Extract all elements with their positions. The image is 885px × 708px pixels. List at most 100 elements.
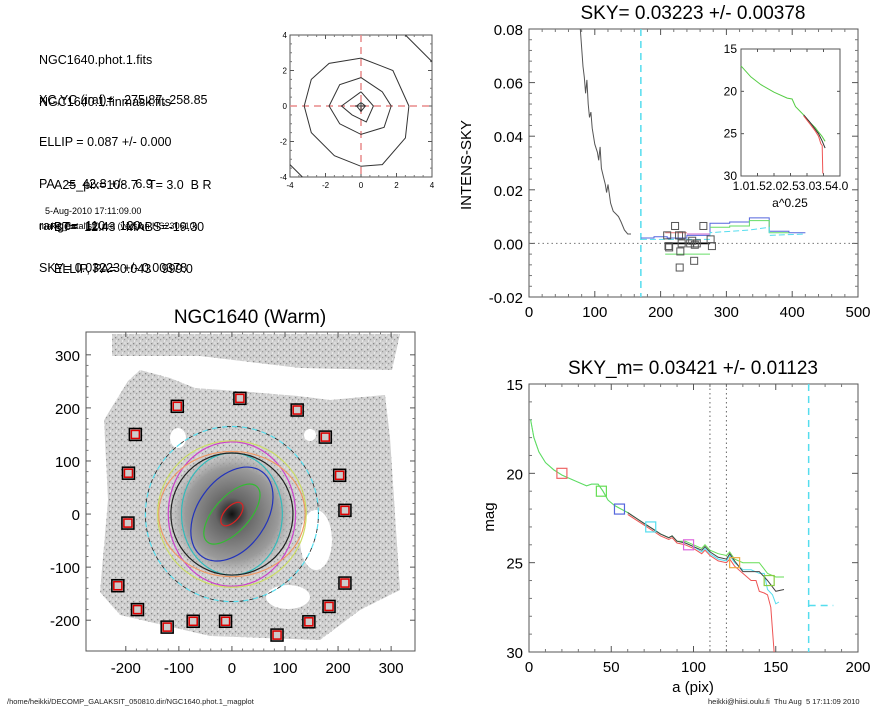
galaxy-ytick-label: 0 [72,507,80,524]
contour-line [405,34,433,62]
isophote-black [170,452,294,576]
sky-box-inner [272,630,282,640]
galaxy-image-title: NGC1640 (Warm) [174,307,326,328]
isophote-green [203,483,261,545]
sky-sample-square [663,231,672,240]
galaxy-image-plot: NGC1640 (Warm) -200 -100 0 100 200 300 -200 -10… [50,307,416,677]
sky-box-inner [220,616,231,627]
intens-ytick-label: 0.02 [494,183,523,200]
inset-ytick-label: 15 [724,42,738,56]
sky-box-inner [292,405,302,415]
inset-ytick-label: 20 [724,84,738,98]
info-line: NGC1640.1.finmask.fits [39,95,171,109]
intens-ytick-label: 0.06 [494,76,523,93]
intens-xtick-label: 400 [780,304,805,321]
sky-box-inner [172,401,183,412]
inset-frame [740,48,841,177]
mag-marker-square [645,521,657,533]
contour-ytick-label: 4 [283,31,288,40]
galaxy-xtick-label: -100 [164,660,194,677]
galaxy-xtick-label: -200 [111,660,141,677]
mag-marker-square [613,503,626,515]
info-line: range= 110.- 120. [39,219,145,233]
contour-line [289,164,303,178]
inset-xtick-label: 1.0 [733,179,750,193]
inset-xtick-label: 2.0 [766,179,783,193]
sky-box-inner [304,617,314,627]
inset-series-green [740,65,826,142]
inset-plot: a^0.25 1.0 1.5 2.0 2.5 3.0 3.5 4.0 15 20 25 30 [724,42,849,210]
center-contour-plot: -4 -2 0 2 4 -4 -2 0 2 4 [280,31,435,190]
intens-sky-ylabel: INTENS-SKY [458,120,475,210]
info-line: XC,YC (iraf)= 275.87, 258.85 [39,93,208,107]
contour-xtick-label: -4 [286,181,294,190]
inset-series-red [803,115,824,174]
inset-xlabel: a^0.25 [772,196,808,210]
sky-sample-square [690,256,699,265]
galaxy-ytick-label: -200 [50,613,80,630]
sky-box-inner [188,616,198,627]
sky-sample-square [707,242,716,251]
isophote-outer-black [145,426,319,603]
mag-series-green [530,419,784,578]
intens-xtick-label: 300 [714,304,739,321]
info-file-lines: NGC1640.phot.1.fits NGC1640.1.finmask.fi… [39,25,171,123]
mag-series-cyan [530,419,780,605]
info-line: A25_pix=108.7 T= 3.0 B R [54,178,212,192]
inset-xtick-label: 2.5 [782,179,799,193]
mag-series-black [627,512,785,592]
galaxy-ytick-label: 200 [55,401,80,418]
sky-box-inner [334,470,345,481]
masked-region [304,429,316,441]
mag-ytick-label: 15 [506,377,523,394]
intens-xtick-label: 0 [525,304,533,321]
contour-xtick-label: 0 [359,181,364,190]
info-param-lines: A25_pix=108.7 T= 3.0 B R BT= 12.43 MABS=… [54,150,212,290]
galaxy-frame [85,331,416,652]
intens-xtick-label: 200 [648,304,673,321]
sky-sample-square [675,263,684,272]
galaxy-light [165,447,299,581]
galaxy-xtick-label: 0 [228,660,236,677]
galaxy-ytick-label: 300 [55,348,80,365]
info-line: ELLIP = 0.087 +/- 0.000 [39,135,172,149]
mag-xtick-label: 200 [845,659,870,676]
intens-sky-title: SKY= 0.03223 +/- 0.00378 [580,3,805,24]
contour-ytick-label: -4 [280,173,288,182]
sky-box-inner [324,601,334,612]
mag-ytick-label: 20 [506,466,523,483]
sky-sample-square [664,242,673,251]
sky-sample-square [688,236,697,245]
sky-sample-square [671,221,680,230]
sky-sample-square [665,243,674,252]
mag-xtick-label: 100 [681,659,706,676]
intens-sky-plot: SKY= 0.03223 +/- 0.00378 INTENS-SKY 0 100… [458,3,871,321]
mag-profile-xlabel: a (pix) [672,679,714,696]
info-line: SKY= 0.03223 +/- 0.00378 [39,261,188,275]
mag-profile-plot: SKY_m= 0.03421 +/- 0.01123 a (pix) mag 0… [481,358,871,696]
contour-xtick-label: 2 [394,181,399,190]
contour-ytick-label: 2 [283,67,288,76]
isophote-orange [158,450,306,578]
intens-ytick-label: -0.02 [489,290,523,307]
inset-ytick-label: 30 [724,169,738,183]
contour-xtick-label: -2 [322,181,330,190]
galaxy-xtick-label: 100 [272,660,297,677]
contour-xtick-label: 4 [430,181,435,190]
series-profile [579,28,631,235]
mag-marker-square [729,557,741,569]
inset-xtick-label: 4.0 [832,179,849,193]
sky-sample-square [677,239,686,248]
galaxy-ytick-label: 100 [55,454,80,471]
footer-user-time: heikki@hiisi.oulu.fi Thu Aug 5 17:11:09 … [708,697,860,706]
sky-box-inner [340,505,350,516]
sky-box-inner [162,622,172,632]
sky-box-inner [340,578,350,588]
series-cyan-dash [640,226,806,240]
intens-frame [528,28,859,298]
sky-box-inner [123,518,133,528]
sky-sample-square [692,239,701,248]
image-tile-top [112,334,400,370]
sky-box-inner [123,468,134,478]
